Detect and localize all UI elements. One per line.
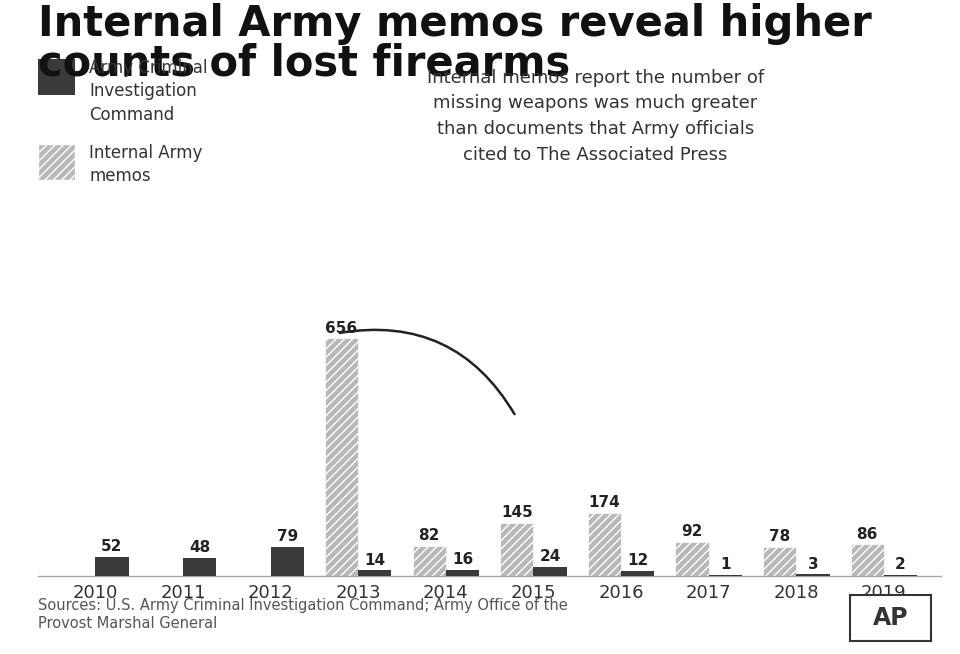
- Text: 82: 82: [419, 528, 440, 543]
- Bar: [588, 513, 621, 576]
- Text: Internal Army
memos: Internal Army memos: [89, 144, 203, 186]
- Text: 174: 174: [588, 494, 620, 509]
- Bar: [534, 567, 566, 576]
- Bar: [271, 547, 304, 576]
- Text: counts of lost firearms: counts of lost firearms: [38, 43, 570, 84]
- Text: 48: 48: [189, 540, 210, 555]
- Text: 92: 92: [682, 525, 703, 540]
- Text: 14: 14: [364, 553, 385, 568]
- Text: 12: 12: [627, 553, 648, 568]
- Text: 2: 2: [895, 557, 906, 572]
- Text: 86: 86: [856, 526, 877, 542]
- Bar: [621, 571, 655, 576]
- Text: 656: 656: [325, 320, 357, 336]
- Bar: [675, 542, 708, 576]
- Bar: [445, 570, 479, 576]
- Text: 3: 3: [807, 557, 818, 572]
- Bar: [796, 574, 829, 576]
- Text: 16: 16: [452, 552, 473, 567]
- Text: Army Criminal
Investigation
Command: Army Criminal Investigation Command: [89, 59, 207, 124]
- Text: Sources: U.S. Army Criminal Investigation Command; Army Office of the
Provost Ma: Sources: U.S. Army Criminal Investigatio…: [38, 598, 568, 631]
- Text: 52: 52: [102, 539, 123, 554]
- Bar: [95, 557, 129, 576]
- Text: Internal Army memos reveal higher: Internal Army memos reveal higher: [38, 3, 872, 45]
- Bar: [183, 558, 216, 576]
- Text: 78: 78: [769, 530, 790, 544]
- Text: 1: 1: [720, 557, 731, 572]
- Text: 145: 145: [501, 506, 533, 520]
- Bar: [884, 575, 917, 576]
- Bar: [851, 544, 884, 576]
- Bar: [358, 570, 392, 576]
- Text: Internal memos report the number of
missing weapons was much greater
than docume: Internal memos report the number of miss…: [426, 69, 764, 164]
- Bar: [500, 523, 534, 576]
- Text: 24: 24: [540, 549, 561, 564]
- Text: 79: 79: [276, 529, 298, 544]
- Bar: [324, 338, 358, 576]
- Text: AP: AP: [873, 606, 908, 630]
- Bar: [413, 546, 445, 576]
- Bar: [763, 547, 796, 576]
